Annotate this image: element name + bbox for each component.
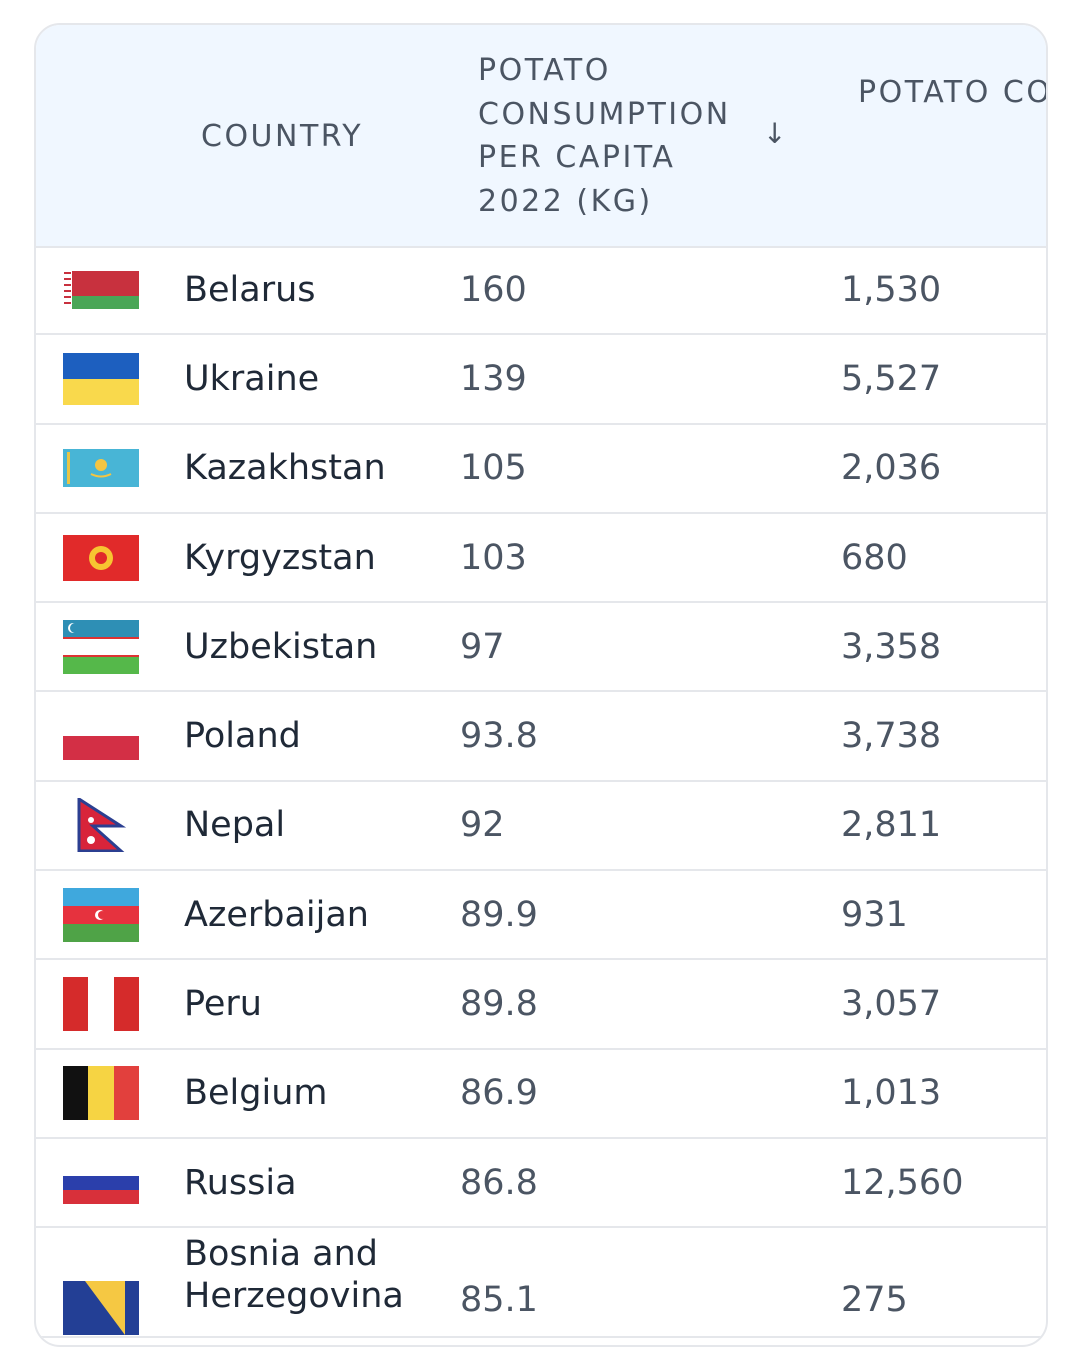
table-row: Uzbekistan 97 3,358 <box>36 603 1046 693</box>
cell: 105 <box>460 448 527 489</box>
flag <box>63 534 139 581</box>
header-cell[interactable]: POTATO CONSUMPTION 2022 <box>858 75 1048 110</box>
cell: 680 <box>841 537 908 578</box>
table-row: Poland 93.8 3,738 <box>36 693 1046 782</box>
cell: 85.1 <box>460 1280 538 1321</box>
cell: 103 <box>460 537 527 578</box>
country: Kazakhstan <box>184 448 386 489</box>
cell: 139 <box>460 358 527 399</box>
country: Uzbekistan <box>184 626 378 667</box>
flag <box>63 619 139 674</box>
table-row: Nepal 92 2,811 <box>36 782 1046 872</box>
header-cell[interactable]: POTATO CONSUMPTION PER CAPITA 2022 (KG) <box>478 53 731 219</box>
cell: 2,811 <box>841 805 942 846</box>
cell: 2,036 <box>841 448 942 489</box>
cell: 92 <box>460 805 505 846</box>
flag <box>63 887 139 942</box>
country: Bosnia and Herzegovina <box>184 1234 404 1317</box>
flag <box>63 1161 139 1204</box>
flag <box>63 352 139 405</box>
country: Poland <box>184 716 301 757</box>
country: Belarus <box>184 269 316 310</box>
country: Kyrgyzstan <box>184 537 376 578</box>
header-cell[interactable]: COUNTRY <box>201 119 364 154</box>
page: COUNTRY POTATO CONSUMPTION PER CAPITA 20… <box>34 23 1048 1347</box>
table-row: Ukraine 139 5,527 <box>36 335 1046 425</box>
country: Russia <box>184 1162 297 1203</box>
table-row: Russia 86.8 12,560 <box>36 1139 1046 1229</box>
table-row: Azerbaijan 89.9 931 <box>36 871 1046 961</box>
table-row: Kyrgyzstan 103 680 <box>36 514 1046 604</box>
table-row: Belgium 86.9 1,013 <box>36 1050 1046 1139</box>
table-row: Belarus 160 1,530 <box>36 246 1046 336</box>
flag <box>63 712 139 761</box>
cell: 160 <box>460 269 527 310</box>
flag <box>77 798 127 853</box>
flag <box>63 1066 139 1121</box>
cell: 86.9 <box>460 1073 538 1114</box>
cell: 1,013 <box>841 1073 942 1114</box>
cell: 1,530 <box>841 269 942 310</box>
table-card: COUNTRY POTATO CONSUMPTION PER CAPITA 20… <box>34 23 1048 1347</box>
cell: 89.9 <box>460 894 538 935</box>
country: Belgium <box>184 1073 328 1114</box>
cell: 89.8 <box>460 984 538 1025</box>
country: Ukraine <box>184 358 320 399</box>
table-header: COUNTRY POTATO CONSUMPTION PER CAPITA 20… <box>36 25 1046 248</box>
cell: 3,057 <box>841 984 942 1025</box>
flag <box>63 1281 139 1336</box>
cell: 86.8 <box>460 1162 538 1203</box>
cell: 5,527 <box>841 358 942 399</box>
table-row: Peru 89.8 3,057 <box>36 960 1046 1050</box>
cell: 275 <box>841 1280 908 1321</box>
cell: 97 <box>460 626 505 667</box>
sort-indicator: ↓ <box>763 117 787 150</box>
cell: 3,738 <box>841 716 942 757</box>
table-row: Kazakhstan 105 2,036 <box>36 425 1046 514</box>
table-row: Bosnia and Herzegovina 85.1 275 <box>36 1228 1046 1339</box>
cell: 3,358 <box>841 626 942 667</box>
flag <box>63 977 139 1032</box>
cell: 93.8 <box>460 716 538 757</box>
flag <box>63 270 139 309</box>
country: Peru <box>184 984 262 1025</box>
country: Nepal <box>184 805 286 846</box>
country: Azerbaijan <box>184 894 369 935</box>
cell: 931 <box>841 894 908 935</box>
cell: 12,560 <box>841 1162 964 1203</box>
flag <box>63 449 139 488</box>
